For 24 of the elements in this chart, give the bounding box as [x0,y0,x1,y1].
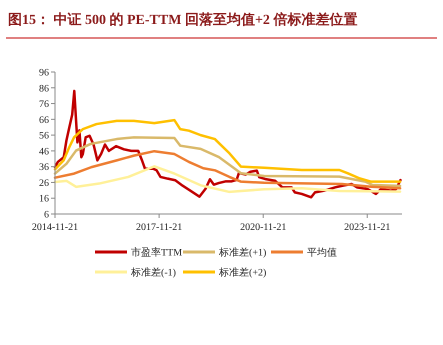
x-tick-label: 2020-11-21 [240,222,286,233]
legend-label: 平均值 [307,246,337,258]
y-tick-label: 66 [39,114,49,126]
line-series [54,165,402,194]
line-series [54,150,402,190]
y-tick-label: 46 [39,146,49,158]
line-series [54,118,402,183]
y-tick-label: 76 [39,99,49,110]
y-tick-label: 6 [44,210,49,220]
legend-label: 标准差(-1) [130,266,176,278]
line-series [54,136,402,188]
y-tick-label: 56 [39,130,49,142]
x-tick-label: 2017-11-21 [136,222,182,233]
legend-label: 市盈率TTM [131,246,182,258]
chart-title: 图15： 中证 500 的 PE-TTM 回落至均值+2 倍标准差位置 [8,11,358,28]
y-tick-label: 16 [39,194,49,205]
legend-label: 标准差(+2) [218,266,266,278]
y-tick-label: 36 [39,162,49,174]
x-tick-label: 2014-11-21 [32,222,78,233]
y-tick-label: 96 [39,68,49,78]
legend-label: 标准差(+1) [218,246,266,258]
y-tick-label: 86 [39,83,49,94]
x-tick-label: 2023-11-21 [344,222,390,233]
y-tick-label: 26 [39,178,49,189]
